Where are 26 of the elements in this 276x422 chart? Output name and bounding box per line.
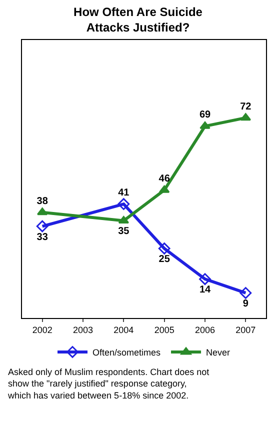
x-tick-label: 2003 <box>72 324 94 335</box>
legend-label: Never <box>206 347 230 358</box>
data-label: 38 <box>36 196 48 207</box>
data-label: 33 <box>36 232 48 243</box>
data-label: 35 <box>118 226 130 238</box>
point <box>118 198 130 210</box>
point <box>199 273 211 286</box>
point <box>158 242 170 254</box>
point <box>240 287 252 299</box>
legend-label: Often/sometimes <box>92 347 162 358</box>
data-label: 72 <box>240 101 252 112</box>
data-label: 25 <box>158 254 170 265</box>
data-label: 41 <box>118 188 130 199</box>
data-label: 46 <box>158 174 170 185</box>
chart-title: How Often Are Suicide Attacks Justified? <box>74 5 203 35</box>
point <box>200 121 210 129</box>
text: Asked only of Muslim respondents. Chart does not show the "rarely justified" response category, which has varied between 5-18% since 2002. <box>7 367 210 400</box>
x-tick-label: 2002 <box>32 324 52 335</box>
data-label: 69 <box>199 110 211 121</box>
data-label: 14 <box>199 284 211 296</box>
data-label: 9 <box>242 298 249 310</box>
x-tick-label: 2006 <box>194 324 216 335</box>
x-tick-label: 2005 <box>154 324 174 335</box>
x-tick-label: 2004 <box>114 324 134 335</box>
point <box>36 220 48 232</box>
x-tick-label: 2007 <box>236 324 256 335</box>
